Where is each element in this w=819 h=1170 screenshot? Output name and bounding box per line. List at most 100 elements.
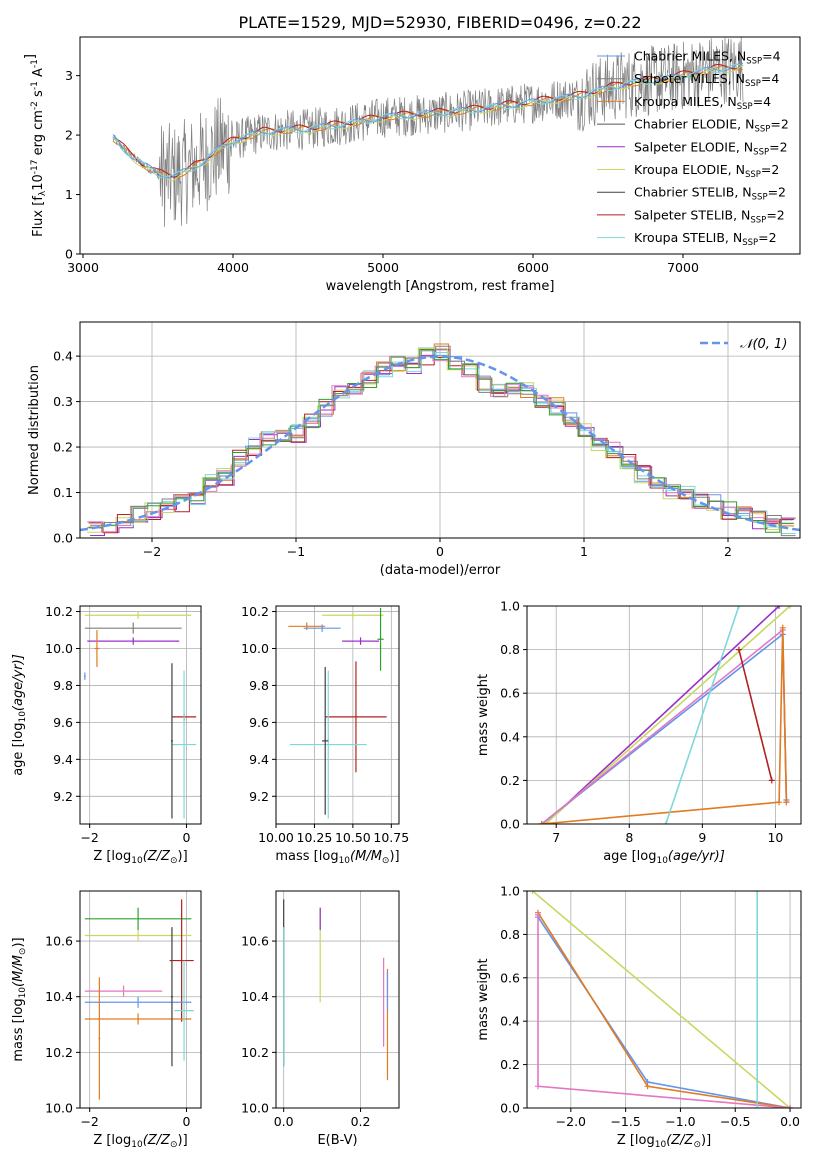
error-bar-point (303, 624, 341, 632)
y-tick-label: 0.8 (500, 642, 520, 657)
weight-marker (783, 799, 790, 806)
y-tick-label: 0.4 (500, 1014, 520, 1029)
weight-series (529, 891, 794, 1108)
panel-weight_vs_Z: −2.0 −1.5 −1.0 −0.5 0.0 0.0 0.2 0.4 0.6 0.8 1.0 Z [… (476, 884, 802, 1150)
plot-area (538, 606, 794, 824)
legend-entry: Kroupa STELIB, NSSP=2 (634, 230, 777, 248)
error-bar-point (94, 630, 100, 667)
y-tick-label: 9.8 (53, 678, 73, 693)
y-axis-label: Flux [fλ10-17 erg cm-2 s-1 A-1] (23, 54, 48, 237)
plot-area (84, 899, 194, 1100)
figure-title: PLATE=1529, MJD=52930, FIBERID=0496, z=0… (238, 13, 641, 32)
y-tick-label: 2 (65, 128, 73, 143)
histogram-step (88, 349, 795, 533)
y-tick-label: 9.8 (249, 678, 269, 693)
weight-series (534, 911, 794, 1108)
histogram-step (90, 352, 796, 534)
x-tick-label: 10.25 (297, 830, 333, 845)
y-tick-label: 9.6 (249, 715, 269, 730)
weight-series (735, 646, 775, 784)
normal-curve (80, 355, 800, 532)
error-bar-point (84, 622, 182, 634)
y-tick-label: 10.6 (45, 934, 73, 949)
axes-frame (526, 605, 802, 825)
panel-mass_vs_Z: −2 0 10.0 10.2 10.4 10.6 Z [log10(Z/Z⊙)] mass [… (11, 890, 202, 1150)
y-tick-label: 10.0 (45, 641, 73, 656)
weight-marker (776, 606, 783, 609)
x-tick-label: 5000 (367, 260, 399, 275)
x-tick-label: 10.00 (258, 830, 294, 845)
weight-marker (644, 1083, 651, 1090)
x-tick-label: −2 (143, 544, 161, 559)
weight-marker (534, 911, 541, 918)
legend-entry: Salpeter ELODIE, NSSP=2 (634, 139, 788, 157)
axes-frame (275, 890, 400, 1109)
x-axis-label: Z [log10(Z/Z⊙)] (93, 1133, 187, 1150)
x-tick-label: 1 (580, 544, 588, 559)
y-tick-label: 10.0 (241, 1101, 269, 1116)
legend-entry: 𝒩(0, 1) (740, 337, 787, 352)
weight-marker (735, 646, 742, 653)
weight-series (662, 606, 742, 824)
y-tick-label: 0.2 (500, 773, 520, 788)
y-tick-label: 1 (65, 187, 73, 202)
y-tick-label: 0.3 (53, 394, 73, 409)
y-tick-label: 1.0 (500, 599, 520, 614)
y-tick-label: 10.0 (241, 641, 269, 656)
x-tick-label: 0.2 (351, 1114, 371, 1129)
plot-area (283, 899, 389, 1081)
error-bar-point (84, 929, 192, 942)
model-spectrum-line (112, 65, 744, 178)
y-tick-label: 0.0 (500, 1101, 520, 1116)
y-tick-label: 1.0 (500, 884, 520, 899)
x-tick-label: −2 (80, 1114, 98, 1129)
weight-marker (776, 799, 783, 806)
weight-marker (787, 1105, 794, 1108)
x-tick-label: 3000 (67, 260, 99, 275)
x-axis-label: mass [log10(M/M⊙)] (275, 849, 399, 866)
x-tick-label: 0.0 (274, 1114, 294, 1129)
weight-marker (538, 821, 545, 824)
error-bar-point (377, 607, 384, 671)
error-bar-point (87, 637, 180, 645)
weight-series (542, 606, 783, 824)
y-tick-label: 10.2 (45, 1045, 73, 1060)
histogram-step (90, 345, 796, 537)
y-tick-label: 10.2 (241, 604, 269, 619)
weight-marker (662, 821, 669, 824)
plot-area (288, 607, 387, 819)
weight-series (534, 914, 794, 1108)
axes-frame (79, 36, 801, 255)
y-tick-label: 10.4 (45, 989, 73, 1004)
y-tick-label: 0.1 (53, 485, 73, 500)
weight-marker (534, 1083, 541, 1090)
y-tick-label: 9.2 (53, 789, 73, 804)
y-tick-label: 9.6 (53, 715, 73, 730)
error-bar-point (171, 670, 197, 819)
error-bar-point (170, 663, 173, 819)
weight-marker (779, 624, 786, 631)
y-tick-label: 9.2 (249, 789, 269, 804)
error-bar-point (98, 977, 101, 1100)
error-bar-point (84, 1013, 192, 1025)
y-axis-label: mass [log10(M/M⊙)] (11, 937, 28, 1061)
legend-entry: Kroupa ELODIE, NSSP=2 (634, 162, 779, 180)
axes-frame (275, 605, 400, 825)
axes-frame (79, 605, 202, 825)
y-axis-label: mass weight (476, 958, 491, 1040)
plot-area (529, 891, 794, 1108)
spectrum-legend: Chabrier MILES, NSSP=4 Salpeter MILES, NS… (597, 49, 789, 248)
legend-entry: Chabrier MILES, NSSP=4 (634, 49, 781, 67)
error-bar-point (83, 672, 86, 680)
y-axis-label: mass weight (476, 674, 491, 756)
y-tick-label: 10.6 (241, 934, 269, 949)
error-bar-point (170, 927, 173, 1067)
legend-entry: Salpeter STELIB, NSSP=2 (634, 207, 785, 225)
x-tick-label: 9 (698, 830, 706, 845)
y-tick-label: 10.2 (241, 1045, 269, 1060)
plot-area (112, 37, 744, 228)
error-bar-point (322, 611, 384, 619)
error-bar-point (342, 637, 380, 645)
x-tick-label: 0.0 (780, 1114, 800, 1129)
